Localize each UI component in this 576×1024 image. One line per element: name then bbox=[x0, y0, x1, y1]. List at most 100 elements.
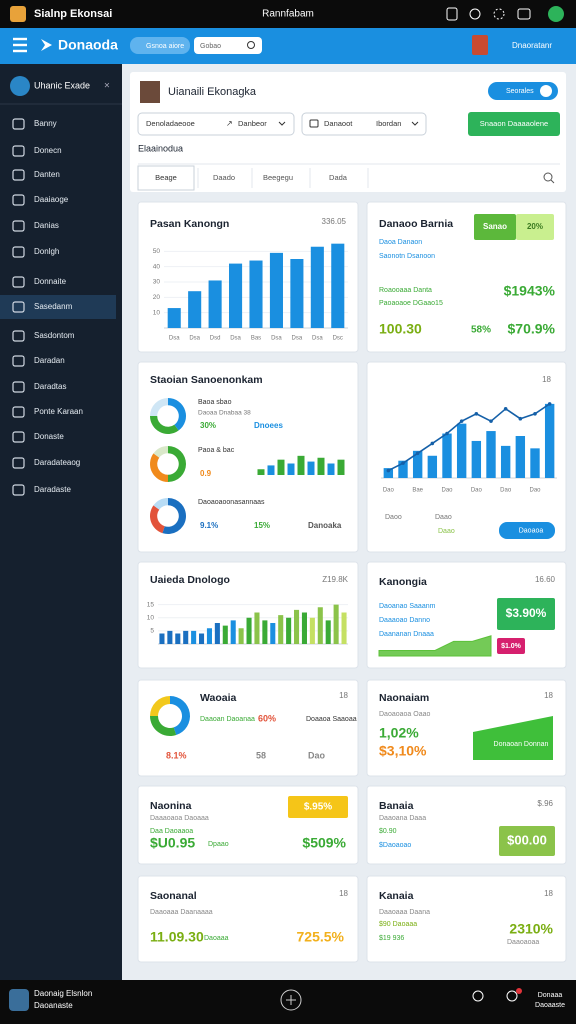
add-button[interactable] bbox=[280, 989, 302, 1011]
tab-search[interactable] bbox=[543, 172, 553, 182]
section-title: Elaainodua bbox=[138, 143, 183, 153]
line-point bbox=[474, 411, 479, 416]
card-note: Roaooaaa Danta bbox=[379, 287, 432, 294]
line-point bbox=[547, 402, 552, 406]
sidebar-icon bbox=[12, 381, 25, 393]
sidebar-item[interactable]: Ponte Karaan bbox=[34, 407, 83, 416]
card-note: Dpaao bbox=[208, 841, 229, 848]
bar bbox=[383, 468, 394, 478]
card-title: Waoaia bbox=[200, 692, 237, 704]
card-title: Danaoo Barnia bbox=[379, 218, 453, 230]
card-note: Daaoaaa Daanaaaa bbox=[150, 909, 213, 916]
bar bbox=[427, 455, 438, 478]
nav-icon[interactable] bbox=[506, 990, 518, 1002]
badge bbox=[497, 638, 525, 654]
card-figure: 58 bbox=[256, 750, 266, 760]
card-note: Daaaoao Danno bbox=[379, 617, 430, 624]
sidebar-icon bbox=[12, 169, 25, 181]
sidebar-icon bbox=[12, 194, 25, 206]
card-button[interactable] bbox=[499, 522, 555, 539]
sidebar-item[interactable]: Sasedanm bbox=[34, 302, 73, 311]
sidebar-item[interactable]: Donaste bbox=[34, 432, 64, 441]
card-figure: 58% bbox=[471, 325, 491, 336]
card-button-text: Daoaoa bbox=[519, 527, 544, 534]
sidebar-item[interactable]: Daradaste bbox=[34, 485, 71, 494]
bottom-title: Daonaig Elsnlon bbox=[34, 989, 92, 998]
tab-active[interactable] bbox=[137, 165, 195, 191]
user-name: Dnaoratanr bbox=[512, 41, 552, 50]
banner-shape bbox=[473, 716, 553, 760]
y-tick-label: 10 bbox=[147, 614, 155, 621]
nav-icon[interactable] bbox=[472, 990, 484, 1002]
action-text: Snaaon Daaaaolene bbox=[480, 119, 548, 128]
y-tick-label: 30 bbox=[153, 279, 161, 286]
card-figure: $1943% bbox=[504, 283, 556, 299]
card-corner: 16.60 bbox=[535, 575, 556, 584]
sidebar-item[interactable]: Daaiaoge bbox=[34, 195, 69, 204]
bar bbox=[188, 291, 202, 328]
donut-stat: Danoaka bbox=[308, 521, 342, 530]
tab[interactable]: Daado bbox=[213, 173, 235, 182]
sidebar-title: Uhanic Exade bbox=[34, 80, 90, 90]
menu-button[interactable] bbox=[13, 37, 27, 53]
mini-bar bbox=[297, 455, 305, 475]
header-pill[interactable] bbox=[130, 37, 190, 54]
card-corner: 336.05 bbox=[322, 217, 347, 226]
sidebar-item[interactable]: Donlgh bbox=[34, 247, 59, 256]
tab[interactable]: Beage bbox=[155, 173, 177, 182]
card-corner: $.96 bbox=[537, 799, 553, 808]
donut-segment bbox=[168, 446, 186, 482]
action-button[interactable] bbox=[468, 112, 560, 136]
sidebar-item[interactable]: Daradtas bbox=[34, 382, 66, 391]
sidebar-item[interactable]: Danten bbox=[34, 170, 60, 179]
card-figure: 2310% bbox=[509, 921, 553, 937]
card-title: Kanaia bbox=[379, 890, 414, 902]
line-point bbox=[503, 407, 508, 411]
card-grid: Pasan Kanongn 336.05 10 20 30 40 50 Dsa Dsa Dsd Ds… bbox=[137, 201, 567, 963]
badge bbox=[499, 826, 555, 856]
line-point bbox=[489, 419, 493, 423]
x-tick-label: Dao bbox=[441, 488, 453, 494]
sidebar-item[interactable]: Donnaite bbox=[34, 277, 67, 286]
search-box[interactable] bbox=[194, 37, 262, 54]
filter-text: Danbeor bbox=[238, 119, 267, 128]
sidebar-item[interactable]: Daradateaog bbox=[34, 458, 80, 467]
toggle-button[interactable] bbox=[488, 82, 558, 100]
donut-segment bbox=[168, 397, 187, 431]
line-point bbox=[415, 451, 420, 456]
bottom-menu[interactable]: Donaaa bbox=[538, 992, 563, 999]
sidebar-icon bbox=[12, 406, 25, 418]
sidebar-close[interactable]: × bbox=[104, 81, 110, 92]
sidebar-item[interactable]: Sasdontom bbox=[34, 331, 75, 340]
tab[interactable]: Beegegu bbox=[263, 173, 293, 182]
filter-box[interactable] bbox=[301, 112, 427, 136]
sidebar-item[interactable]: Danias bbox=[34, 221, 59, 230]
line-point bbox=[386, 468, 391, 473]
user-avatar[interactable] bbox=[472, 35, 488, 55]
tab[interactable]: Dada bbox=[329, 173, 348, 182]
card-note: $0.90 bbox=[379, 828, 397, 835]
bar bbox=[254, 612, 260, 644]
sidebar-icon bbox=[12, 220, 25, 232]
donut-segment bbox=[150, 696, 170, 716]
x-tick-label: Dsa bbox=[189, 336, 200, 342]
x-tick-label: Dsa bbox=[292, 336, 303, 342]
sidebar-item[interactable]: Donecn bbox=[34, 146, 62, 155]
filter-box[interactable] bbox=[137, 112, 295, 136]
x-tick-label: Dsa bbox=[312, 336, 323, 342]
bar bbox=[333, 604, 339, 644]
sidebar-icon bbox=[12, 355, 25, 367]
bar bbox=[471, 440, 482, 478]
x-tick-label: Dao bbox=[529, 488, 541, 494]
bottom-menu[interactable]: Daoaaste bbox=[535, 1002, 565, 1009]
sidebar-item[interactable]: Daradan bbox=[34, 356, 65, 365]
donut-segment bbox=[170, 696, 191, 736]
notification-dot bbox=[516, 988, 522, 994]
bar bbox=[341, 612, 347, 644]
sidebar-item[interactable]: Banny bbox=[34, 119, 57, 128]
donut-label: Baoa sbao bbox=[198, 399, 232, 406]
line-point bbox=[430, 441, 435, 446]
bar bbox=[269, 252, 283, 328]
mini-bar bbox=[307, 461, 315, 475]
